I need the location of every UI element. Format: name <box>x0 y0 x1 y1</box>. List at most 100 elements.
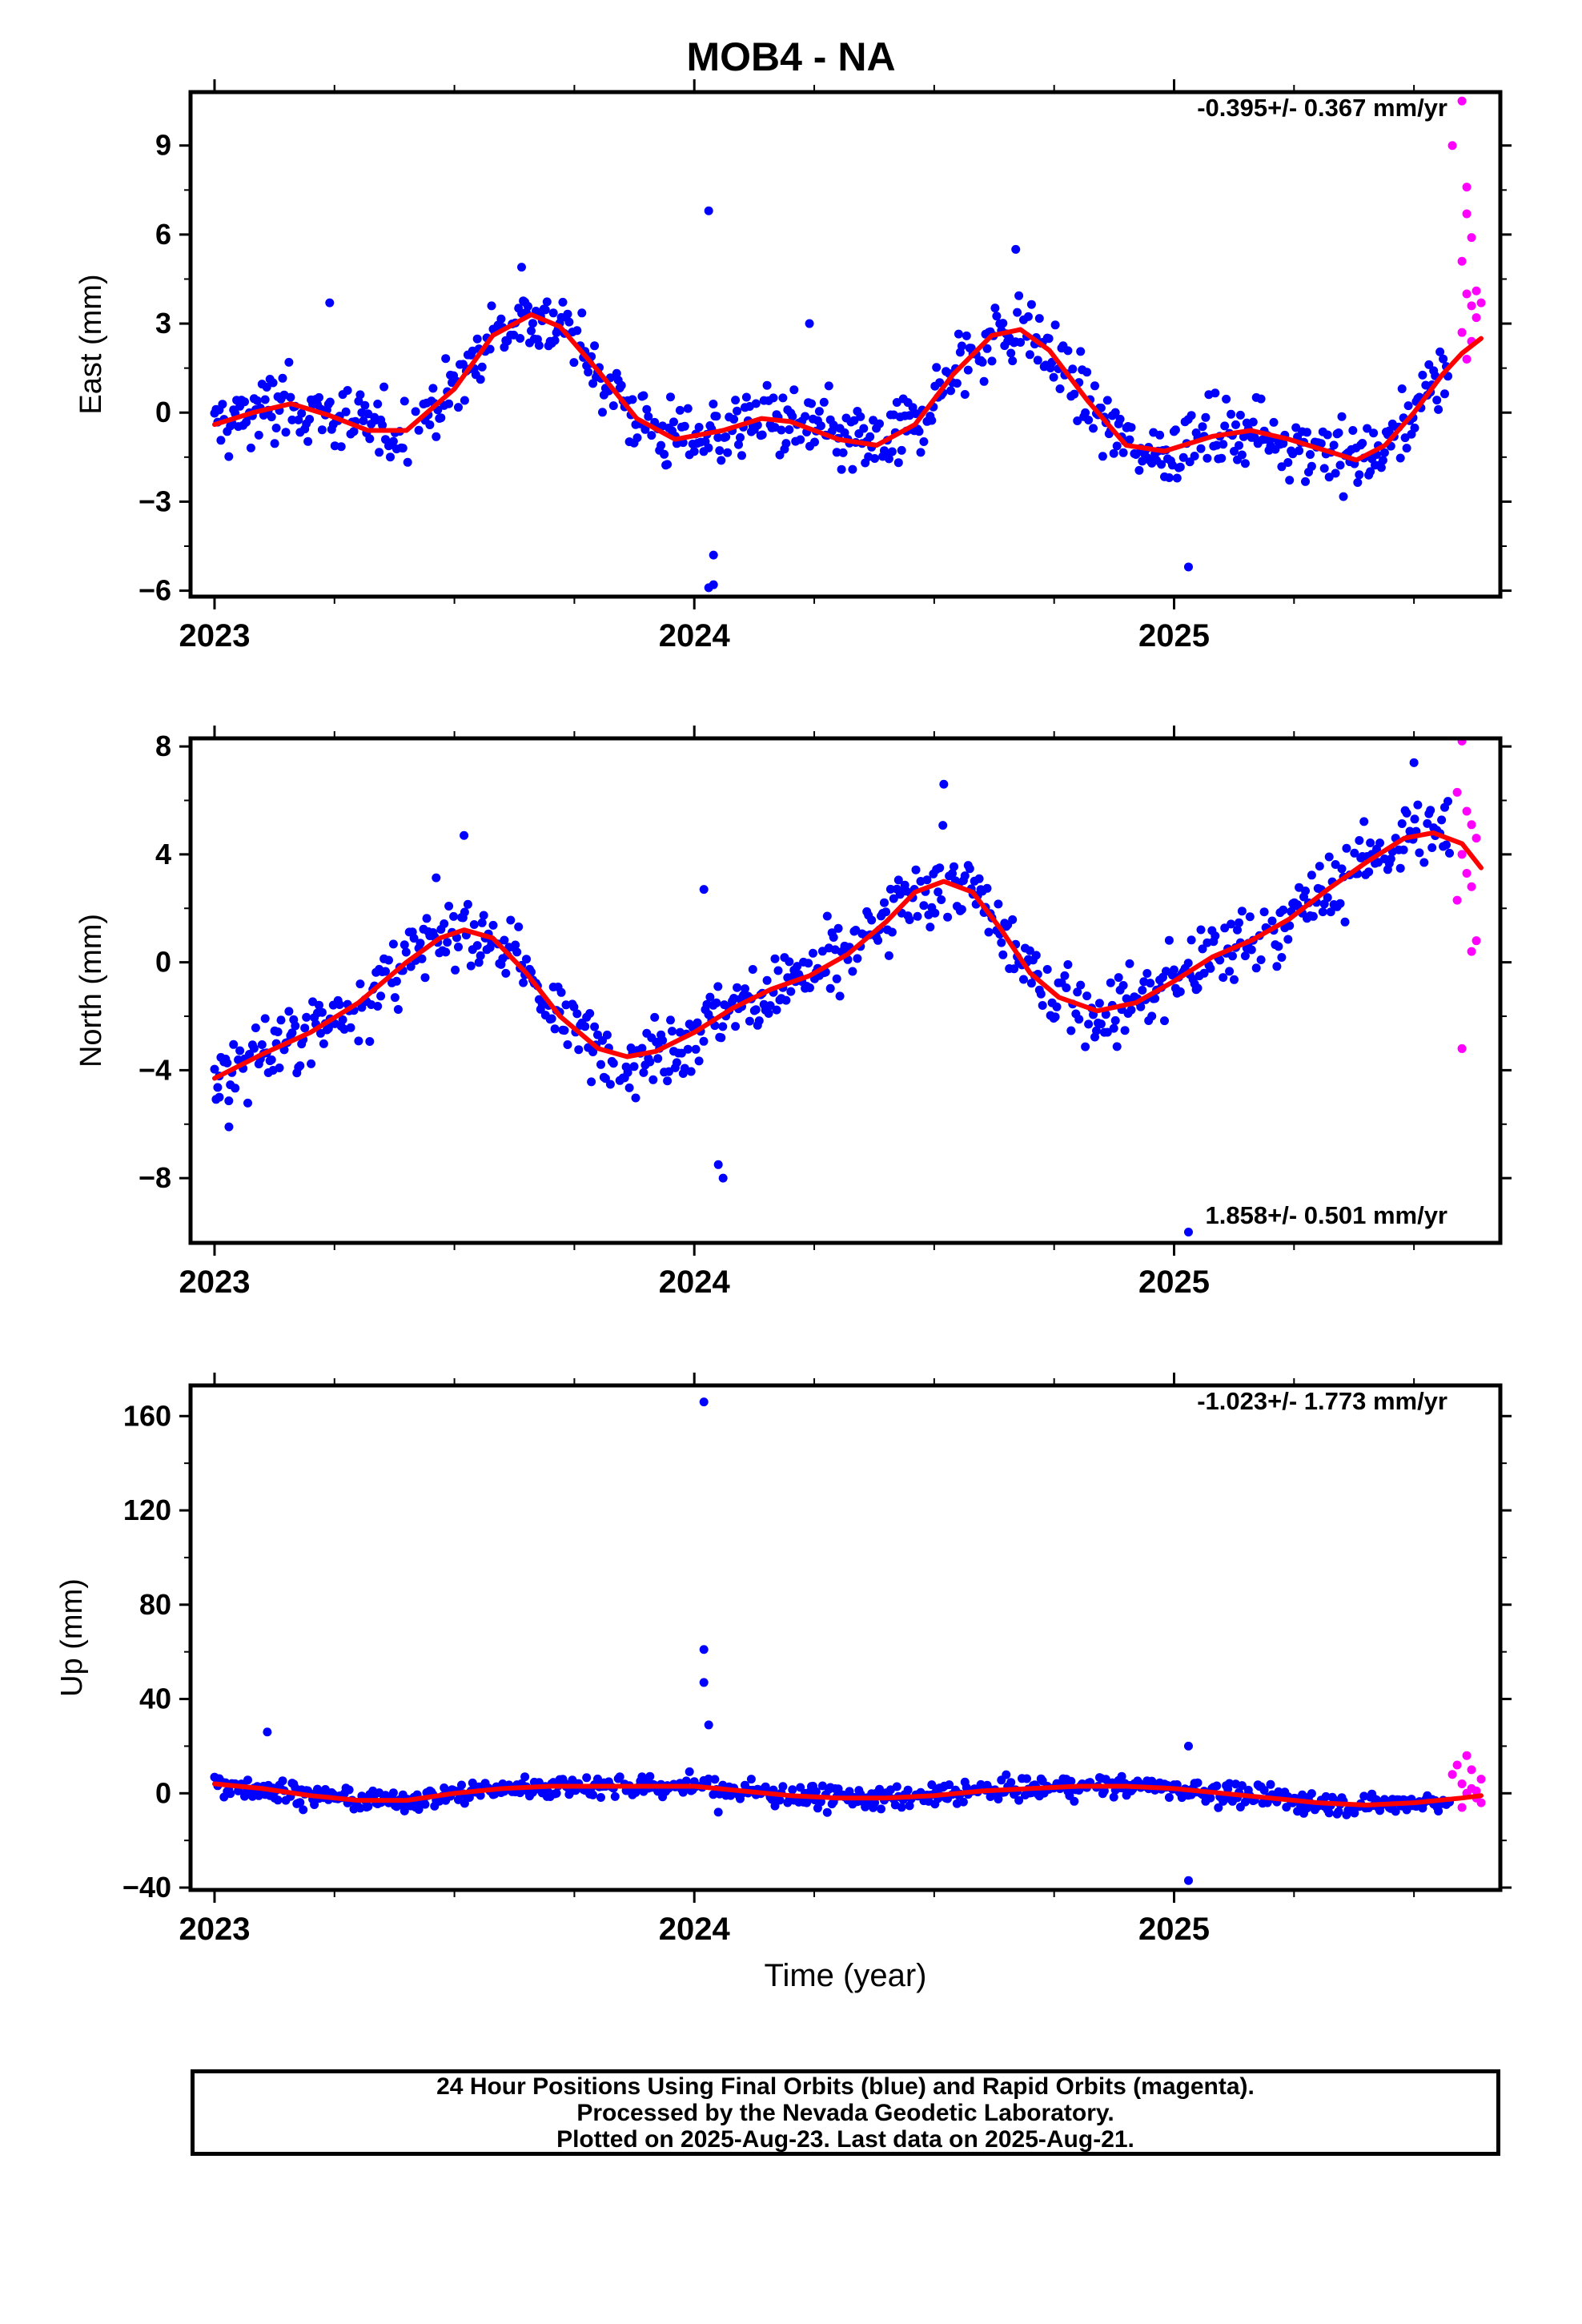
final-orbit-point <box>501 968 511 978</box>
data-layer <box>210 96 1486 593</box>
final-orbit-point <box>596 1059 605 1069</box>
final-orbit-point <box>268 378 278 388</box>
final-orbit-point <box>1074 1015 1084 1024</box>
final-orbit-point <box>384 955 393 965</box>
final-orbit-point <box>645 1057 655 1067</box>
final-orbit-point <box>1112 441 1122 451</box>
final-orbit-point <box>946 386 955 396</box>
final-orbit-point <box>629 1062 639 1072</box>
final-orbit-point <box>1230 975 1239 984</box>
final-orbit-point <box>770 954 780 963</box>
final-orbit-point <box>1355 470 1364 480</box>
final-orbit-point <box>824 381 833 391</box>
final-orbit-point <box>1014 1795 1024 1805</box>
final-orbit-point <box>432 873 441 883</box>
final-orbit-point <box>1405 826 1415 836</box>
final-orbit-point <box>1437 815 1447 825</box>
caption-line-3: Plotted on 2025-Aug-23. Last data on 202… <box>556 2125 1134 2153</box>
final-orbit-point <box>624 1083 634 1092</box>
final-orbit-point <box>691 1044 701 1054</box>
final-orbit-point <box>1283 458 1293 467</box>
final-orbit-point <box>704 1774 713 1783</box>
final-orbit-point <box>699 1397 709 1407</box>
final-orbit-point <box>1164 935 1174 945</box>
final-orbit-point <box>378 420 387 430</box>
final-orbit-point <box>1391 1807 1400 1816</box>
final-orbit-point <box>757 430 767 440</box>
rapid-orbit-point <box>1476 1775 1486 1784</box>
final-orbit-point <box>1323 430 1332 440</box>
final-orbit-point <box>1175 462 1185 472</box>
final-orbit-point <box>1131 450 1141 459</box>
final-orbit-point <box>937 895 946 904</box>
final-orbit-point <box>796 1783 805 1792</box>
y-tick-label: −4 <box>139 1053 171 1086</box>
panel-up: −40 0 40 80 120 160 2023 2024 2025 Up (mm) -1.023+… <box>55 1373 1512 1947</box>
final-orbit-point <box>694 1056 704 1066</box>
final-orbit-point <box>769 393 778 403</box>
final-orbit-point <box>1049 372 1058 382</box>
final-orbit-point <box>310 1800 319 1809</box>
final-orbit-point <box>1175 987 1185 996</box>
final-orbit-point <box>914 427 924 436</box>
final-orbit-point <box>709 550 718 560</box>
final-orbit-point <box>637 1043 647 1053</box>
final-orbit-point <box>1427 843 1437 852</box>
final-orbit-point <box>770 1801 780 1811</box>
trend-line <box>212 830 1484 1081</box>
final-orbit-point <box>1247 945 1256 955</box>
final-orbit-point <box>1036 989 1046 999</box>
final-orbit-point <box>1006 348 1016 358</box>
final-orbit-point <box>656 440 666 450</box>
final-orbit-point <box>704 443 713 452</box>
final-orbit-point <box>1076 347 1086 356</box>
final-orbit-point <box>699 1678 709 1687</box>
final-orbit-point <box>522 955 531 964</box>
final-orbit-point <box>1445 848 1454 858</box>
final-orbit-point <box>1397 384 1407 393</box>
rapid-orbit-point <box>1472 936 1481 946</box>
final-orbit-point <box>287 1028 297 1038</box>
final-orbit-point <box>1227 919 1236 929</box>
final-orbit-point <box>485 344 495 354</box>
final-orbit-point <box>365 1037 375 1046</box>
final-orbit-point <box>926 923 935 932</box>
final-orbit-point <box>235 1046 245 1055</box>
final-orbit-point <box>1066 1026 1076 1035</box>
final-orbit-point <box>1259 1786 1269 1795</box>
final-orbit-point <box>893 458 903 468</box>
final-orbit-point <box>994 1795 1003 1803</box>
final-orbit-point <box>713 432 723 442</box>
final-orbit-point <box>275 1063 284 1072</box>
final-orbit-point <box>388 436 398 446</box>
final-orbit-point <box>775 1795 785 1805</box>
final-orbit-point <box>1026 300 1036 309</box>
final-orbit-point <box>1237 450 1247 460</box>
final-orbit-point <box>663 460 673 469</box>
final-orbit-point <box>884 951 893 960</box>
final-orbit-point <box>1319 464 1329 473</box>
final-orbit-point <box>822 911 832 921</box>
final-orbit-point <box>1237 1781 1247 1791</box>
final-orbit-point <box>1044 334 1054 344</box>
final-orbit-point <box>1183 1228 1193 1237</box>
final-orbit-point <box>1206 1793 1215 1803</box>
final-orbit-point <box>260 395 270 404</box>
final-orbit-point <box>1277 462 1287 472</box>
rapid-orbit-point <box>1467 1765 1476 1775</box>
final-orbit-point <box>338 1015 347 1024</box>
final-orbit-point <box>216 436 226 445</box>
y-tick-label: 120 <box>123 1494 171 1526</box>
final-orbit-point <box>713 1160 723 1169</box>
final-orbit-point <box>295 1798 305 1807</box>
final-orbit-point <box>809 948 817 958</box>
final-orbit-point <box>373 400 383 408</box>
final-orbit-point <box>267 1055 276 1064</box>
x-tick-label: 2025 <box>1138 1912 1210 1947</box>
final-orbit-point <box>512 947 522 957</box>
final-orbit-point <box>1183 562 1193 572</box>
final-orbit-point <box>574 1045 584 1055</box>
final-orbit-point <box>516 334 525 343</box>
final-orbit-point <box>623 1068 632 1077</box>
final-orbit-point <box>1227 409 1236 419</box>
